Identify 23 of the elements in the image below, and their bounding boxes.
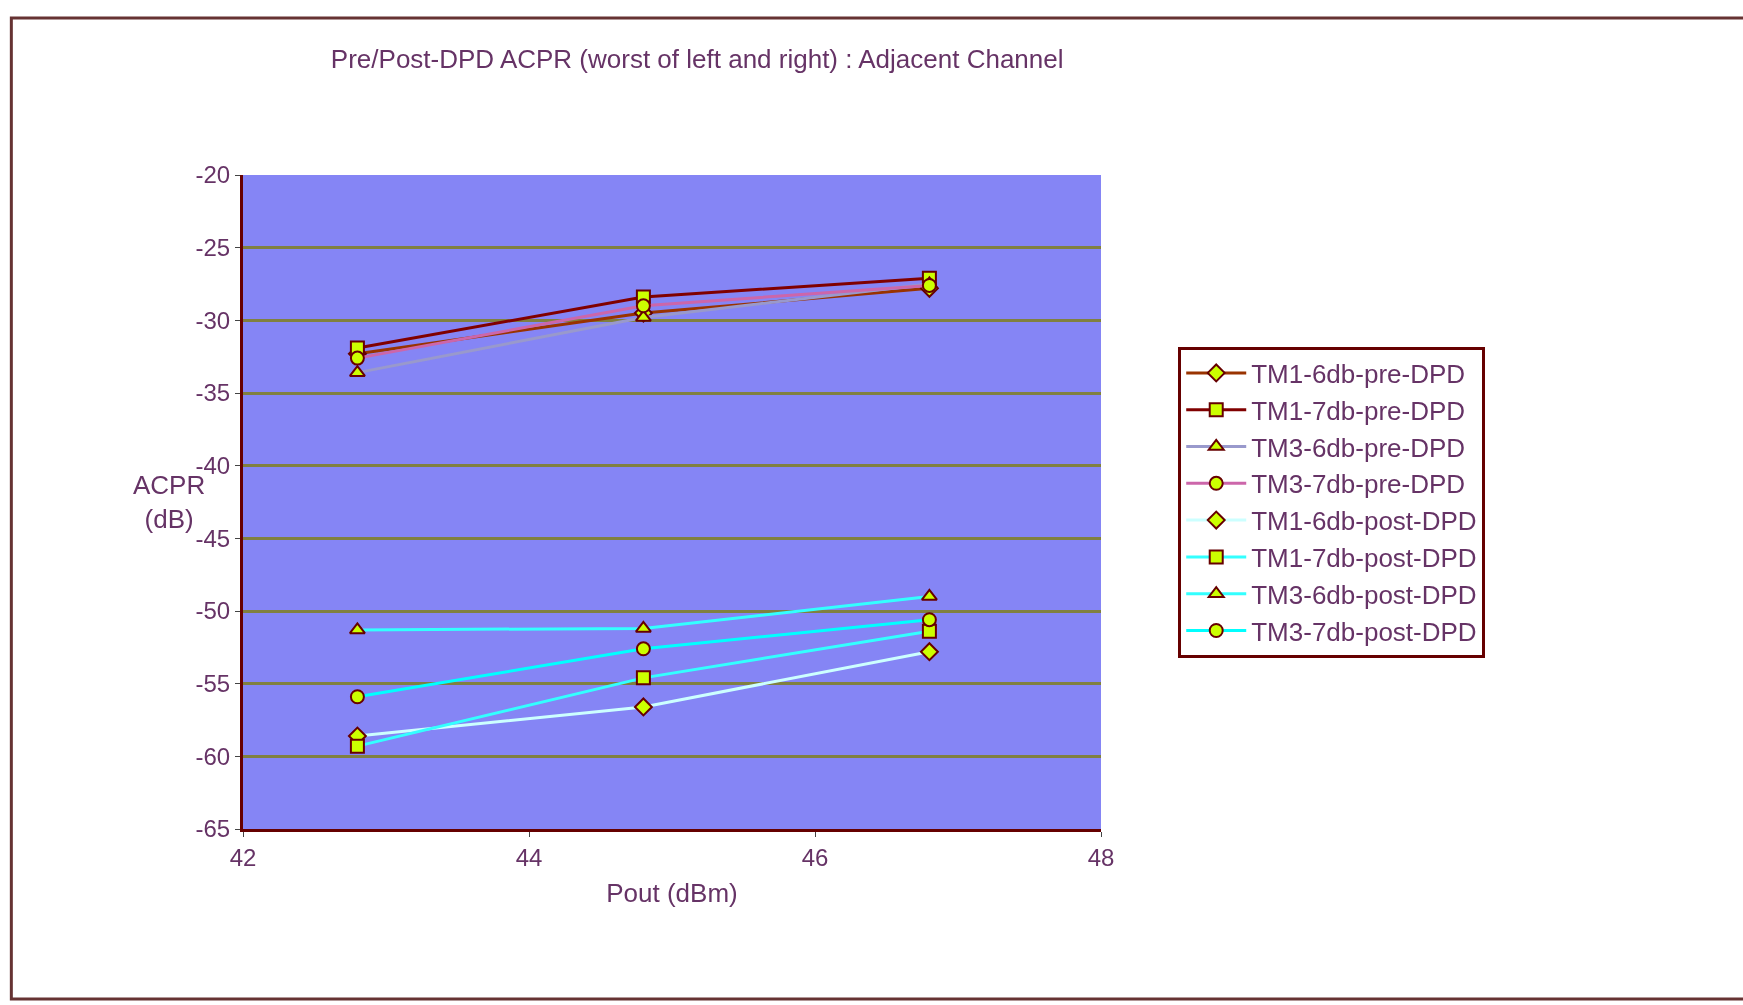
legend-label: TM3-6db-pre-DPD [1251,432,1466,463]
x-tick-label: 46 [801,843,829,871]
legend-label: TM3-6db-post-DPD [1251,579,1477,610]
y-tick-label: -45 [195,524,231,552]
legend-label: TM1-6db-pre-DPD [1251,359,1466,390]
y-tick-label: -35 [195,379,231,407]
y-tick-label: -25 [195,234,231,262]
legend-label: TM3-7db-pre-DPD [1251,469,1466,500]
y-tick-label: -20 [195,161,231,189]
x-tick-label: 48 [1087,843,1115,871]
x-tick-label: 42 [229,843,257,871]
y-tick-label: -55 [195,670,231,698]
x-axis-title: Pout (dBm) [606,878,738,909]
x-tick-label: 44 [515,843,543,871]
y-tick-label: -60 [195,742,231,770]
chart-title: Pre/Post-DPD ACPR (worst of left and right) : Adjacent Channel [330,44,1064,75]
legend-label: TM1-7db-pre-DPD [1251,395,1466,426]
legend-label: TM3-7db-post-DPD [1251,616,1477,647]
legend-label: TM1-6db-post-DPD [1251,506,1477,537]
legend-label: TM1-7db-post-DPD [1251,543,1477,574]
y-tick-label: -50 [195,597,231,625]
y-tick-label: -30 [195,306,231,334]
y-tick-label: -65 [195,815,231,843]
